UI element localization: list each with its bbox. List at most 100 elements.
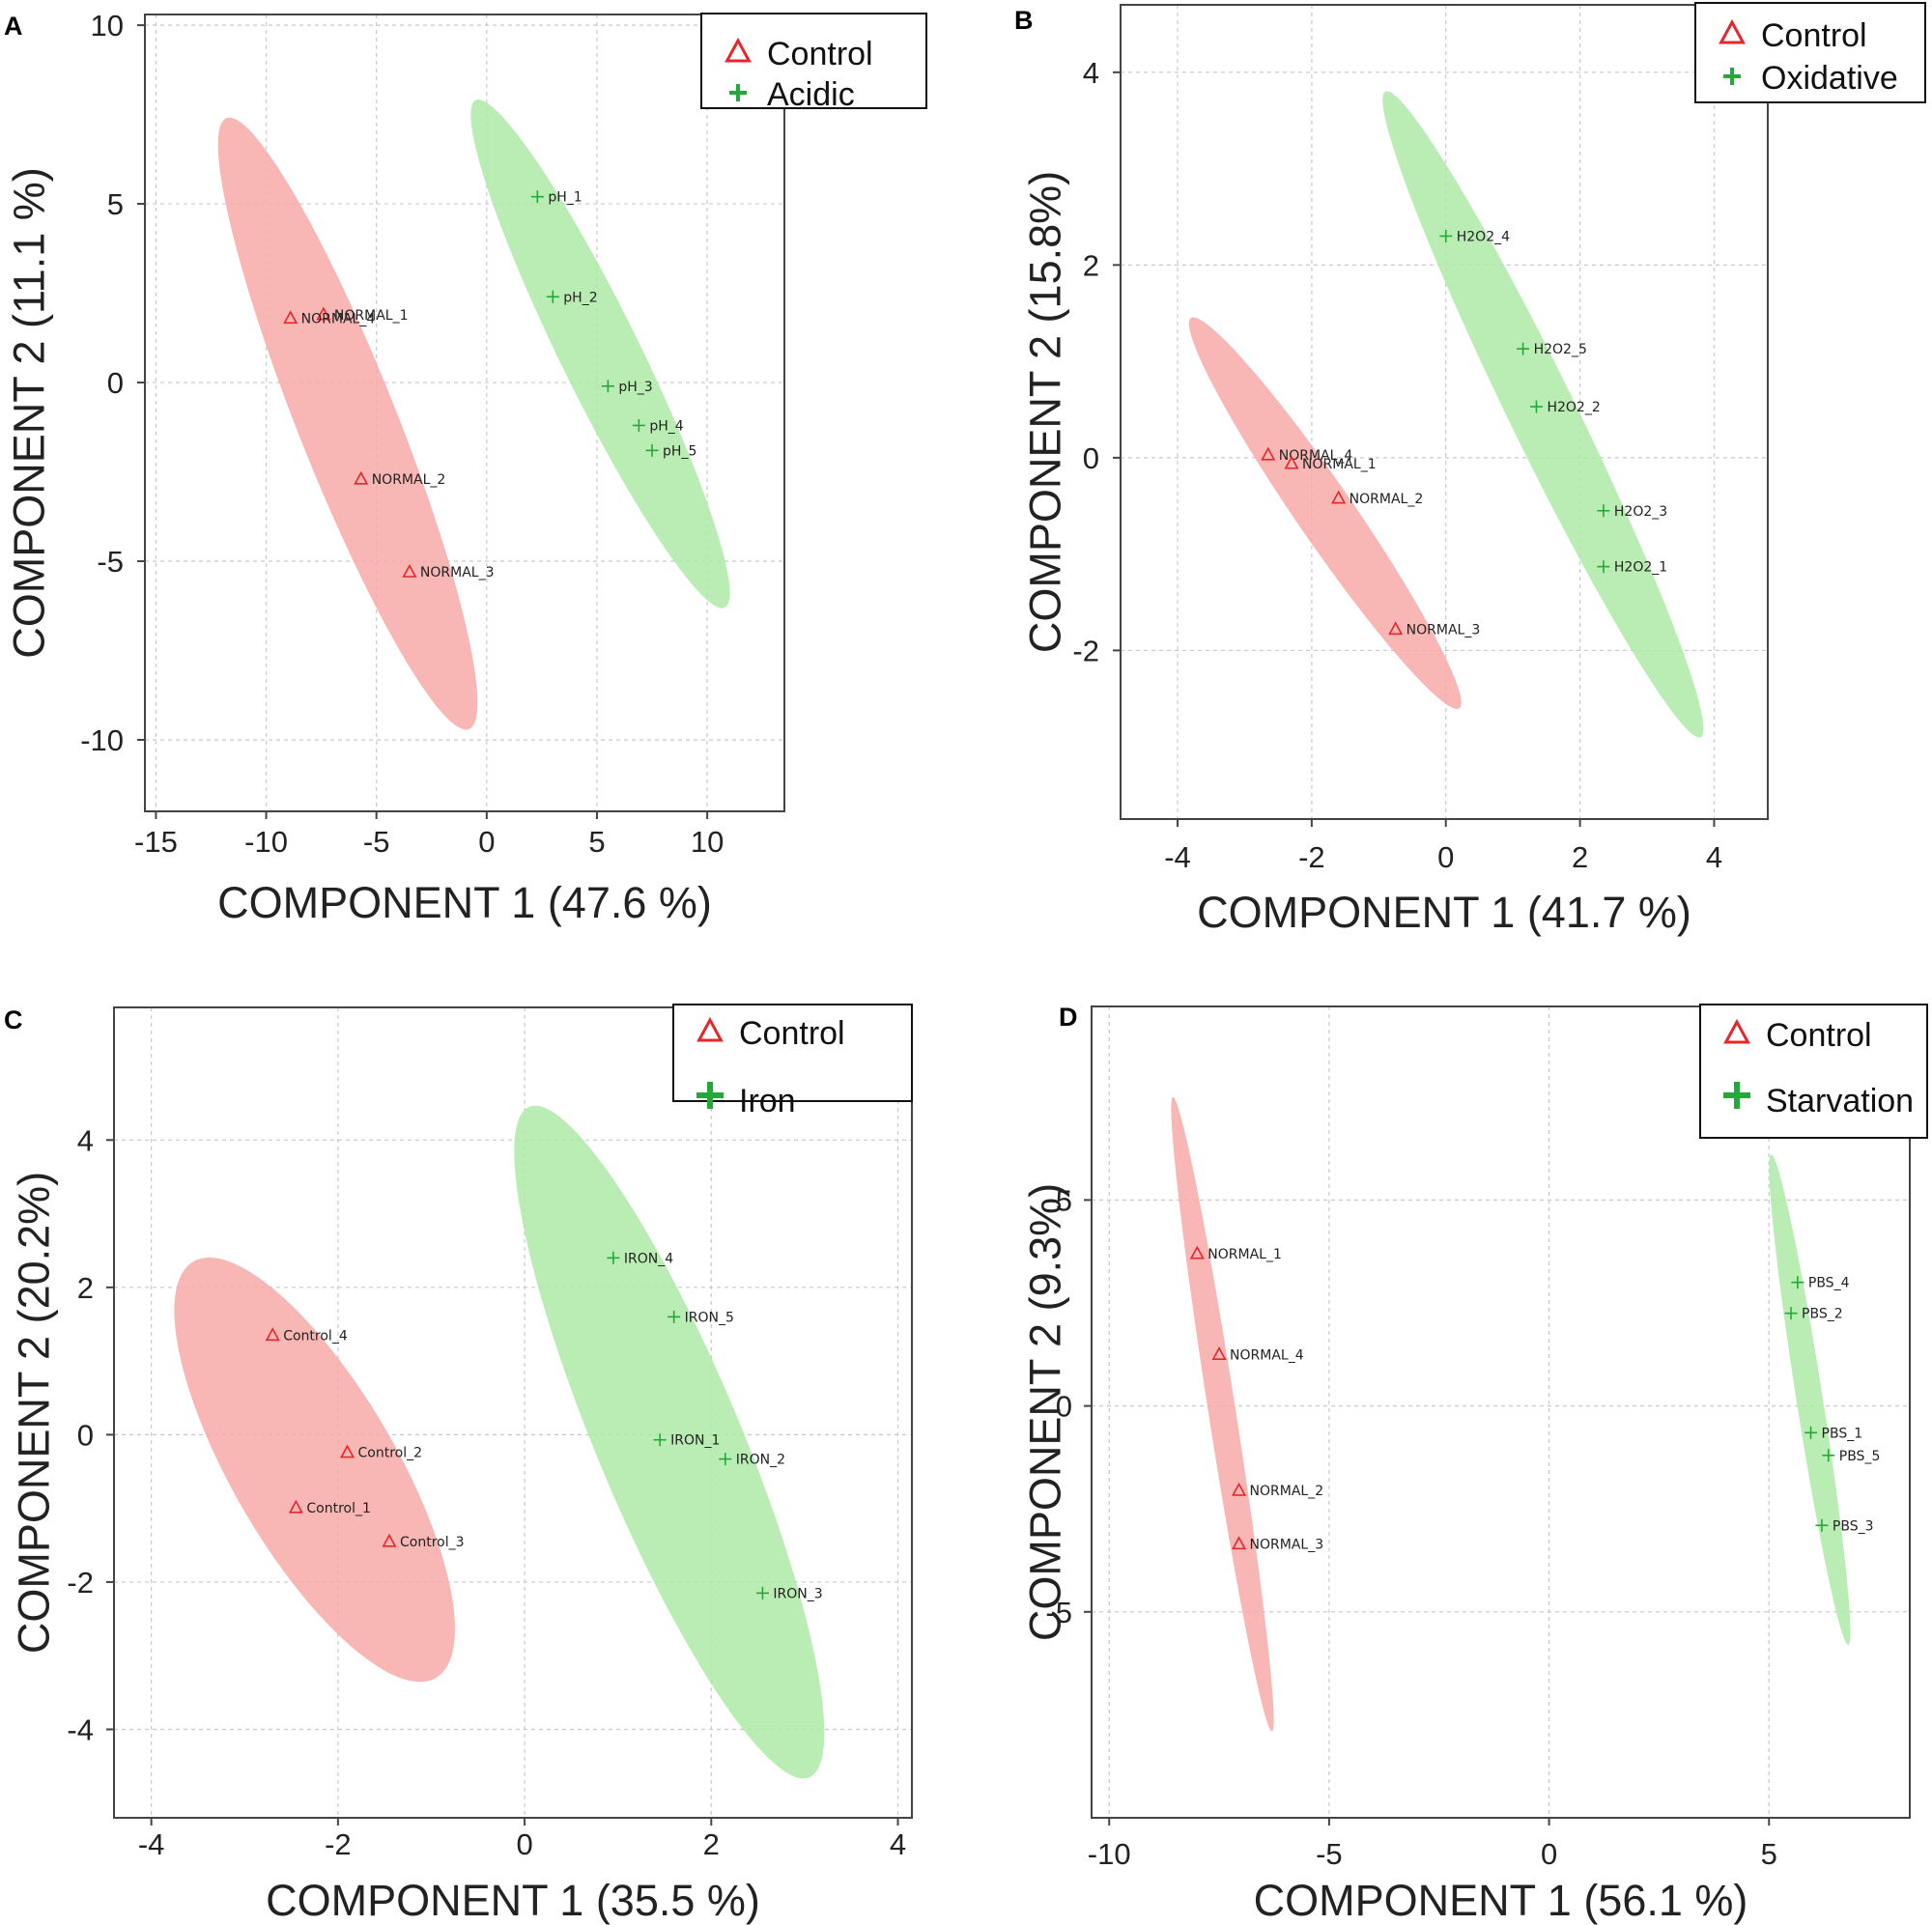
legend-label: Oxidative <box>1761 60 1898 97</box>
data-point-label: NORMAL_4 <box>301 311 376 326</box>
data-point-label: PBS_1 <box>1822 1426 1863 1441</box>
y-tick-label: -10 <box>80 723 124 757</box>
data-point-label: pH_3 <box>618 380 652 395</box>
data-point-label: PBS_2 <box>1802 1307 1843 1322</box>
panel-letter: D <box>1059 1003 1078 1032</box>
data-point-marker <box>354 470 369 485</box>
data-point-label: PBS_4 <box>1808 1276 1850 1291</box>
control-confidence-ellipse <box>1171 1096 1274 1732</box>
data-point-marker <box>607 1251 620 1264</box>
legend-triangle-icon <box>1719 18 1746 44</box>
data-point-label: Control_4 <box>283 1328 348 1344</box>
data-point-label: PBS_3 <box>1833 1518 1874 1534</box>
data-point-marker <box>1804 1426 1818 1439</box>
x-tick-label: -10 <box>244 825 288 859</box>
data-point-label: NORMAL_2 <box>372 472 446 488</box>
data-point-label: Control_3 <box>400 1535 465 1550</box>
legend-box <box>1694 2 1926 103</box>
data-point-marker <box>601 380 614 393</box>
data-point-label: H2O2_2 <box>1547 400 1600 415</box>
y-tick-label: 0 <box>77 1418 94 1452</box>
data-point-marker <box>1261 446 1276 461</box>
legend-label: Control <box>1761 17 1867 54</box>
data-point-marker <box>382 1533 397 1547</box>
data-point-label: NORMAL_1 <box>1302 457 1377 472</box>
data-point-marker <box>1331 490 1347 504</box>
data-point-marker <box>316 306 331 321</box>
legend: Control Starvation <box>1699 1004 1928 1139</box>
data-point-marker <box>1232 1536 1247 1550</box>
data-point-label: NORMAL_1 <box>334 308 409 324</box>
data-point-label: IRON_5 <box>685 1310 734 1325</box>
x-tick-label: 0 <box>478 825 495 859</box>
data-point-marker <box>632 418 645 432</box>
x-tick-label: 0 <box>516 1827 532 1861</box>
y-tick-label: 0 <box>1083 441 1099 475</box>
x-axis-title: COMPONENT 1 (41.7 %) <box>1197 888 1691 937</box>
panel-letter: A <box>4 12 23 41</box>
x-tick-label: -2 <box>1298 840 1325 874</box>
panel-a: -15 -10 -5 0 5 10 -10 -5 0 5 10 COMPONENT 1 (47.6 %… <box>4 9 927 927</box>
data-point-marker <box>1439 229 1453 242</box>
data-point-label: PBS_5 <box>1839 1449 1881 1464</box>
legend-label: Control <box>767 36 873 72</box>
y-axis-title: COMPONENT 2 (9.3%) <box>1021 1183 1070 1641</box>
data-point-label: pH_4 <box>649 418 683 434</box>
legend-triangle-icon <box>696 1016 724 1042</box>
x-tick-label: -2 <box>325 1827 352 1861</box>
legend-plus-icon <box>1723 68 1741 85</box>
panel-letter: C <box>4 1005 23 1034</box>
data-point-marker <box>1284 455 1299 469</box>
x-tick-label: -10 <box>1088 1837 1131 1871</box>
data-point-label: Control_1 <box>306 1501 371 1516</box>
x-tick-label: -5 <box>1316 1837 1343 1871</box>
data-point-marker <box>1784 1307 1798 1320</box>
data-point-marker <box>265 1327 280 1342</box>
x-axis-title: COMPONENT 1 (35.5 %) <box>266 1876 760 1925</box>
y-tick-label: 4 <box>77 1123 94 1157</box>
x-tick-label: -15 <box>134 825 178 859</box>
y-tick-label: -5 <box>97 545 124 579</box>
data-point-marker <box>719 1453 732 1466</box>
legend-label: Control <box>1766 1017 1872 1054</box>
data-point-label: NORMAL_3 <box>1250 1537 1324 1552</box>
x-tick-label: 0 <box>1541 1837 1557 1871</box>
data-point-label: IRON_4 <box>624 1251 673 1266</box>
y-tick-label: 0 <box>107 366 124 400</box>
legend-label: Iron <box>739 1083 796 1119</box>
y-tick-label: 5 <box>107 187 124 221</box>
data-point-marker <box>1597 504 1610 518</box>
panel-c: -4 -2 0 2 4 -4 -2 0 2 4 COMPONENT 1 (35.5 %) COMPON… <box>4 1004 913 1925</box>
data-point-marker <box>402 563 417 578</box>
treatment-confidence-ellipse <box>1382 91 1704 738</box>
data-point-marker <box>283 310 298 325</box>
y-tick-label: -5 <box>1045 1596 1072 1629</box>
x-tick-label: 2 <box>703 1827 720 1861</box>
data-point-marker <box>1189 1245 1205 1260</box>
data-point-label: IRON_3 <box>773 1586 822 1601</box>
plot-frame <box>1120 4 1769 820</box>
legend: Control Iron <box>672 1004 913 1119</box>
data-point-label: NORMAL_1 <box>1208 1247 1282 1262</box>
control-confidence-ellipse <box>1188 317 1462 709</box>
data-point-marker <box>1597 560 1610 574</box>
data-point-marker <box>546 290 559 303</box>
data-point-marker <box>1815 1518 1829 1532</box>
data-point-label: NORMAL_3 <box>1406 622 1481 637</box>
data-point-marker <box>340 1444 355 1458</box>
x-tick-label: 5 <box>1761 1837 1777 1871</box>
x-tick-label: -5 <box>363 825 390 859</box>
x-tick-label: 0 <box>1437 840 1454 874</box>
y-tick-label: -4 <box>67 1713 94 1746</box>
treatment-confidence-ellipse <box>470 99 730 609</box>
control-confidence-ellipse <box>174 1257 455 1683</box>
data-point-label: pH_2 <box>563 290 597 305</box>
data-point-label: NORMAL_3 <box>420 565 495 580</box>
treatment-confidence-ellipse <box>1769 1154 1851 1645</box>
legend-triangle-icon <box>724 37 752 63</box>
y-tick-label: 5 <box>1056 1183 1072 1217</box>
plot-frame <box>144 14 785 812</box>
data-point-marker <box>1388 621 1404 636</box>
x-tick-label: 4 <box>1706 840 1722 874</box>
